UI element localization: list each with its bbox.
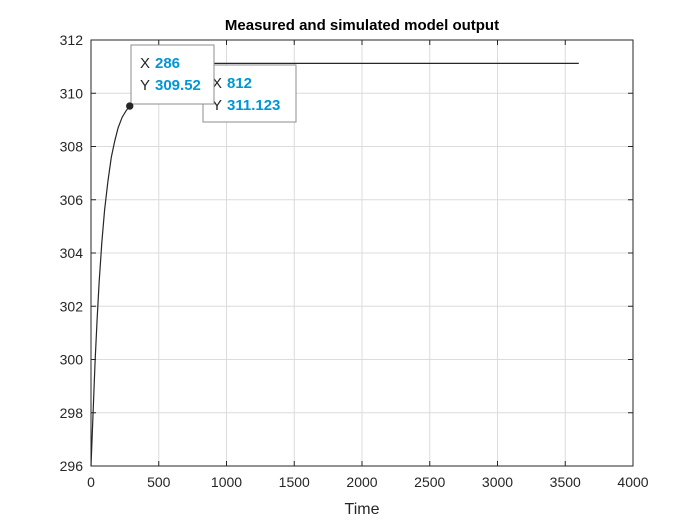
datatip-y-value: 309.52 bbox=[155, 77, 201, 94]
y-tick-label: 300 bbox=[60, 352, 84, 368]
axis-ticks: 0 500 1000 1500 2000 2500 3000 3500 4000 296 298 30… bbox=[60, 32, 649, 490]
datatip-x-key: X bbox=[140, 55, 150, 72]
datatip-x-key: X bbox=[212, 75, 222, 92]
datatips-group: X 812 Y 311.123 X 286 Y 309.52 bbox=[126, 44, 297, 123]
y-tick-label: 302 bbox=[60, 298, 84, 314]
x-tick-label: 0 bbox=[87, 474, 95, 490]
datatip-marker[interactable] bbox=[126, 102, 134, 110]
y-tick-label: 298 bbox=[60, 405, 84, 421]
y-tick-label: 312 bbox=[60, 32, 84, 48]
x-tick-label: 4000 bbox=[617, 474, 648, 490]
x-tick-label: 3500 bbox=[550, 474, 581, 490]
y-tick-label: 308 bbox=[60, 139, 84, 155]
datatip[interactable]: X 286 Y 309.52 bbox=[126, 44, 215, 110]
series-line bbox=[90, 62, 579, 467]
datatip-box[interactable] bbox=[202, 64, 297, 123]
y-tick-label: 310 bbox=[60, 85, 84, 101]
x-tick-label: 2000 bbox=[346, 474, 377, 490]
x-tick-label: 1000 bbox=[211, 474, 242, 490]
datatip-x-value: 812 bbox=[227, 75, 252, 92]
datatip-y-key: Y bbox=[140, 77, 150, 94]
datatip[interactable]: X 812 Y 311.123 bbox=[202, 64, 297, 123]
x-tick-label: 2500 bbox=[414, 474, 445, 490]
datatip-x-value: 286 bbox=[155, 55, 180, 72]
x-tick-label: 3000 bbox=[482, 474, 513, 490]
chart-title: Measured and simulated model output bbox=[225, 17, 499, 34]
datatip-y-value: 311.123 bbox=[227, 97, 280, 114]
y-tick-label: 304 bbox=[60, 245, 84, 261]
x-axis-label: Time bbox=[345, 501, 380, 518]
x-tick-label: 1500 bbox=[279, 474, 310, 490]
datatip-box[interactable] bbox=[130, 44, 215, 105]
y-tick-label: 306 bbox=[60, 192, 84, 208]
x-tick-label: 500 bbox=[147, 474, 171, 490]
datatip-y-key: Y bbox=[212, 97, 222, 114]
series-group bbox=[90, 62, 579, 467]
y-tick-label: 296 bbox=[60, 458, 84, 474]
